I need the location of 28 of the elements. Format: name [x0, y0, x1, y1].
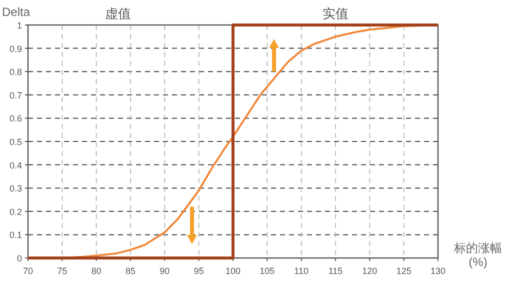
x-tick-label: 105	[260, 266, 275, 276]
text: 虚值	[105, 6, 132, 21]
x-tick-label: 120	[362, 266, 378, 276]
text: 实值	[322, 6, 348, 21]
y-tick-label: 0.6	[9, 114, 22, 124]
x-tick-label: 75	[57, 266, 68, 276]
x-tick-label: 110	[294, 266, 309, 276]
x-tick-label: 130	[430, 266, 446, 276]
y-tick-label: 0.2	[9, 206, 22, 217]
x-tick-label: 90	[160, 266, 170, 276]
x-tick-label: 125	[396, 266, 412, 276]
x-tick-label: 100	[225, 266, 241, 276]
y-tick-label: 0.3	[9, 184, 22, 194]
y-tick-label: 0.7	[9, 90, 22, 100]
x-tick-label: 115	[328, 266, 343, 276]
y-tick-label: 0	[16, 254, 22, 264]
x-tick-label: 80	[91, 266, 102, 276]
y-axis-title: Delta	[2, 5, 30, 19]
x-tick-label: 85	[125, 266, 136, 276]
y-tick-label: 0.1	[9, 230, 22, 240]
x-tick-label: 70	[22, 266, 34, 276]
y-tick-label: 0.4	[9, 160, 22, 170]
y-tick-label: 1	[16, 20, 22, 30]
x-tick-label: 95	[194, 266, 204, 276]
y-tick-label: 0.5	[9, 137, 22, 147]
x-axis-title: 标的涨幅 (%)	[453, 241, 502, 269]
y-tick-label: 0.8	[9, 67, 22, 78]
y-tick-label: 0.9	[9, 44, 22, 54]
